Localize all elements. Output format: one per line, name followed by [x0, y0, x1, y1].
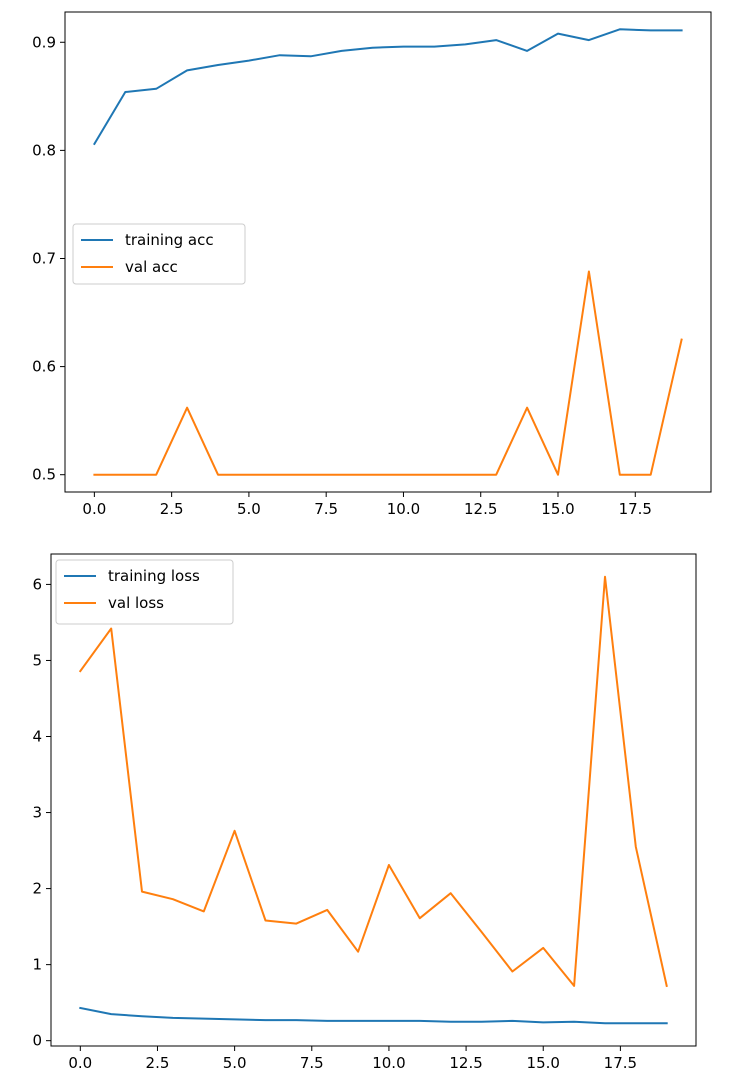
y-tick-label: 1 [32, 956, 42, 974]
y-tick-label: 0.5 [32, 466, 56, 484]
y-tick-label: 5 [32, 651, 42, 669]
x-tick-label: 7.5 [300, 1054, 324, 1072]
series-line-val-acc [93, 270, 683, 476]
plot-frame [64, 11, 712, 493]
legend-label: val acc [125, 258, 178, 276]
x-tick-label: 7.5 [314, 500, 338, 518]
x-tick-label: 0.0 [82, 500, 106, 518]
accuracy-chart: 0.0 2.5 5.0 7.5 10.0 12.5 15.0 17.5 0.5 0.6 0.7 0.8… [32, 11, 712, 518]
y-tick-label: 0.6 [32, 358, 56, 376]
x-tick-label: 17.5 [619, 500, 652, 518]
x-tick-label: 12.5 [449, 1054, 482, 1072]
legend-label: training acc [125, 231, 214, 249]
y-tick-label: 0 [32, 1032, 42, 1050]
y-tick-label: 0.8 [32, 141, 56, 159]
x-tick-label: 17.5 [604, 1054, 637, 1072]
legend-box [72, 223, 246, 285]
x-tick-label: 15.0 [541, 500, 574, 518]
x-tick-label: 10.0 [372, 1054, 405, 1072]
y-tick-label: 4 [32, 728, 42, 746]
x-tick-label: 2.5 [160, 500, 184, 518]
y-tick-label: 0.7 [32, 249, 56, 267]
legend: training loss val loss [55, 559, 234, 625]
legend-label: val loss [108, 594, 164, 612]
y-tick-label: 6 [32, 575, 42, 593]
x-tick-label: 5.0 [237, 500, 261, 518]
plot-frame [50, 553, 697, 1047]
series-line-training-acc [93, 28, 683, 146]
legend: training acc val acc [72, 223, 246, 285]
x-tick-label: 10.0 [387, 500, 420, 518]
x-tick-label: 15.0 [527, 1054, 560, 1072]
y-tick-label: 3 [32, 804, 42, 822]
legend-label: training loss [108, 567, 200, 585]
x-tick-label: 2.5 [146, 1054, 170, 1072]
x-tick-label: 5.0 [223, 1054, 247, 1072]
y-tick-label: 0.9 [32, 33, 56, 51]
x-tick-label: 0.0 [68, 1054, 92, 1072]
series-line-val-loss [78, 575, 668, 988]
loss-chart: 0.0 2.5 5.0 7.5 10.0 12.5 15.0 17.5 0 1 2 3 4 5 6 train… [32, 553, 697, 1072]
legend-box [55, 559, 234, 625]
x-tick-label: 12.5 [464, 500, 497, 518]
series-line-training-loss [79, 1006, 668, 1025]
y-tick-label: 2 [32, 880, 42, 898]
